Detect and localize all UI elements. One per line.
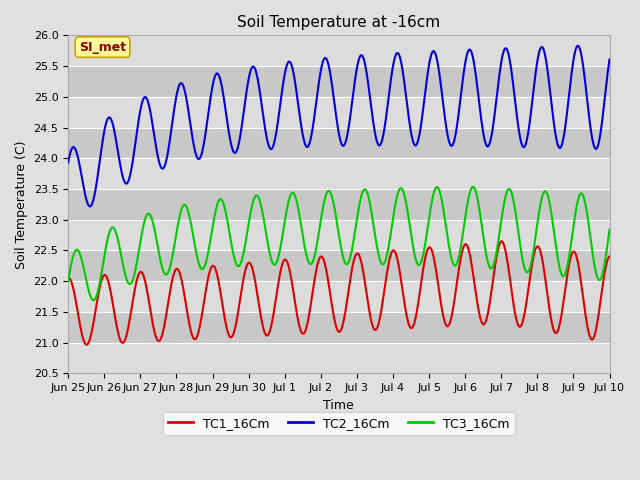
X-axis label: Time: Time	[323, 398, 354, 412]
Y-axis label: Soil Temperature (C): Soil Temperature (C)	[15, 140, 28, 269]
Bar	[68, 128, 609, 158]
Bar	[68, 220, 609, 251]
Bar	[68, 97, 609, 128]
Bar	[68, 158, 609, 189]
Bar	[68, 281, 609, 312]
Bar	[68, 251, 609, 281]
Bar	[68, 343, 609, 373]
Bar	[68, 189, 609, 220]
Text: SI_met: SI_met	[79, 40, 126, 54]
Bar	[68, 312, 609, 343]
Title: Soil Temperature at -16cm: Soil Temperature at -16cm	[237, 15, 440, 30]
Legend: TC1_16Cm, TC2_16Cm, TC3_16Cm: TC1_16Cm, TC2_16Cm, TC3_16Cm	[163, 412, 515, 435]
Bar	[68, 36, 609, 66]
Bar	[68, 66, 609, 97]
